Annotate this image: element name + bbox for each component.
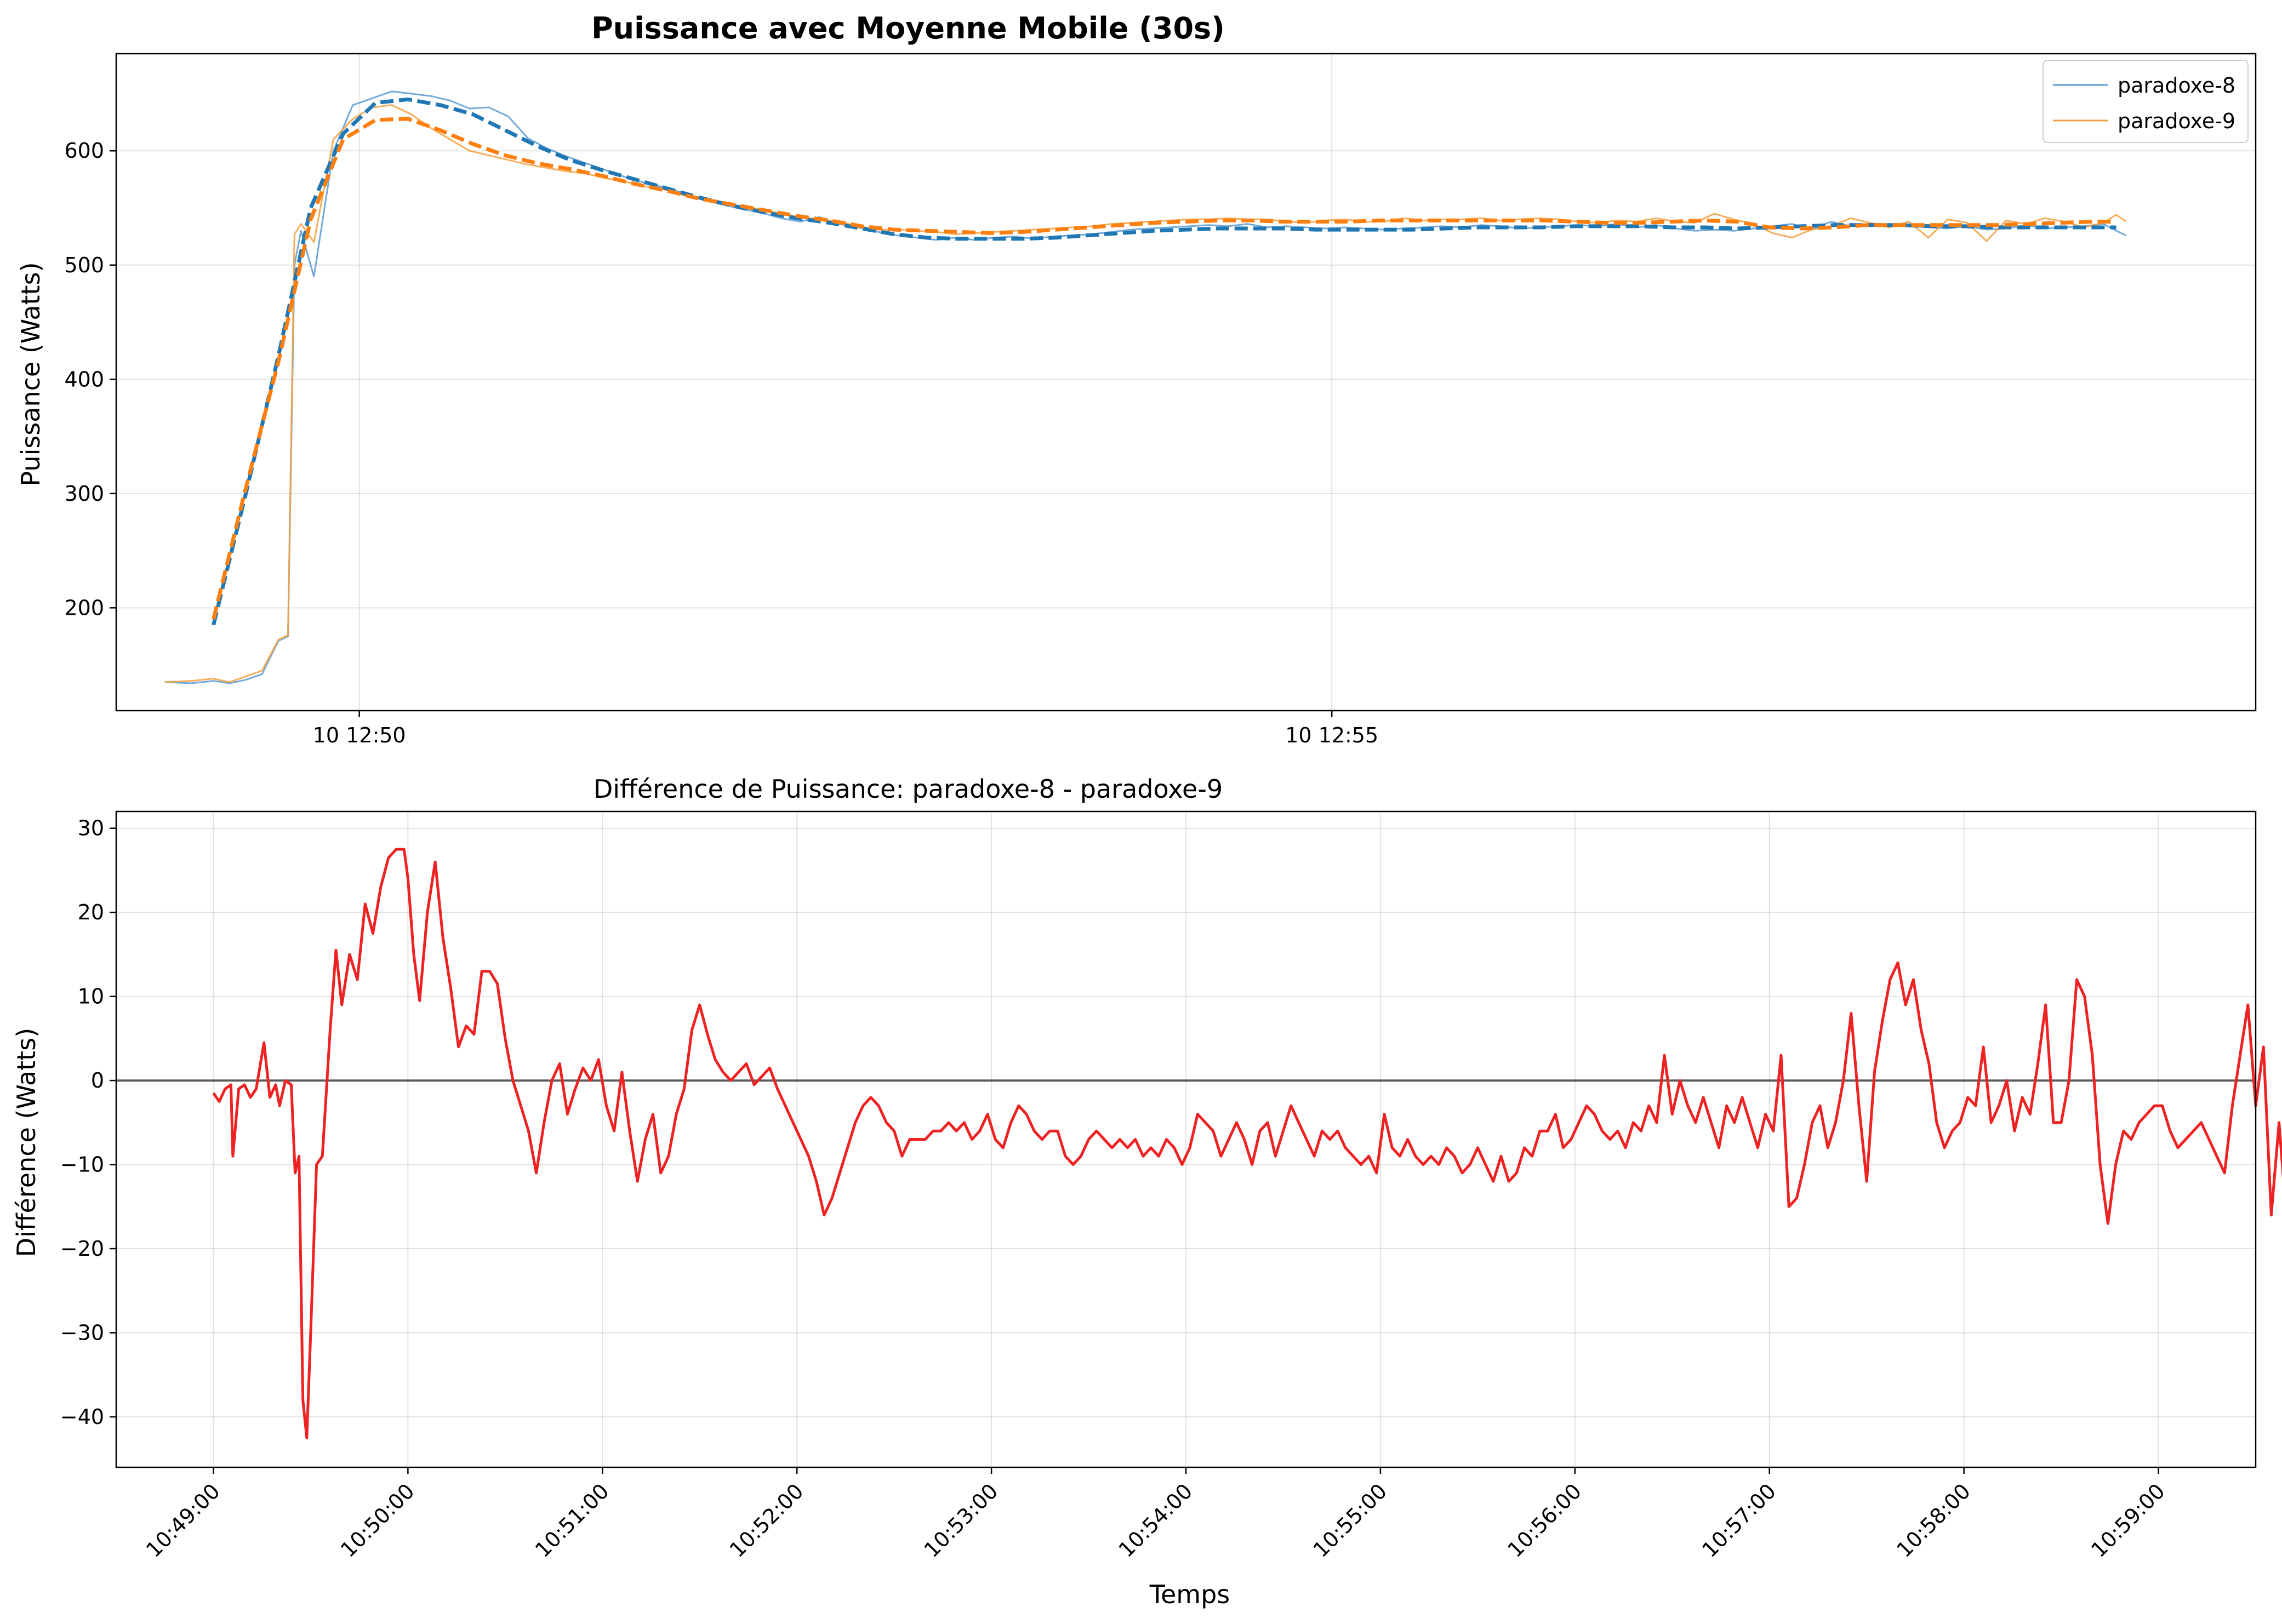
x-tick-label: 10:53:00 <box>920 1479 1003 1562</box>
y-tick-label: 400 <box>64 367 104 391</box>
y-tick-label: −20 <box>60 1237 104 1261</box>
x-tick-label: 10:54:00 <box>1114 1479 1197 1562</box>
y-tick-label: −10 <box>60 1153 104 1177</box>
power-chart: Puissance avec Moyenne Mobile (30s) Puis… <box>16 11 2257 747</box>
top-chart-legend: paradoxe-8 paradoxe-9 <box>2043 60 2249 143</box>
y-tick-label: −40 <box>60 1405 104 1429</box>
x-tick-label: 10:55:00 <box>1308 1479 1391 1562</box>
y-tick-label: 0 <box>91 1068 104 1093</box>
x-tick-label: 10:51:00 <box>530 1479 614 1562</box>
series-line-0 <box>164 90 2127 684</box>
y-tick-label: 600 <box>64 139 104 163</box>
top-chart-grid <box>116 54 2256 711</box>
top-chart-series <box>164 90 2127 684</box>
x-tick-label: 10:57:00 <box>1697 1479 1781 1562</box>
top-chart-title: Puissance avec Moyenne Mobile (30s) <box>591 11 1225 45</box>
x-tick-label: 10:50:00 <box>336 1479 419 1562</box>
top-chart-frame <box>115 53 2257 712</box>
y-tick-label: 500 <box>64 253 104 277</box>
top-chart-ticks: 200 300 400 500 600 10 12:50 10 12:55 <box>64 139 1378 747</box>
bottom-chart-series <box>116 848 2282 1439</box>
moving-average-line-2 <box>212 97 2116 626</box>
x-tick-label: 10:58:00 <box>1892 1479 1975 1562</box>
x-tick-label: 10:56:00 <box>1503 1479 1586 1562</box>
bottom-chart-title: Différence de Puissance: paradoxe-8 - pa… <box>594 774 1223 804</box>
bottom-chart-x-axis-label: Temps <box>1149 1580 1230 1609</box>
x-tick-label: 10 12:55 <box>1285 723 1378 747</box>
legend-label-paradoxe-8: paradoxe-8 <box>2118 73 2235 98</box>
moving-average-line-3 <box>212 117 2116 620</box>
top-chart-y-axis-label: Puissance (Watts) <box>16 262 45 486</box>
bottom-chart-ticks: −40 −30 −20 −10 0 10 20 30 10:49:00 10:50:00 10:51… <box>60 816 2170 1562</box>
y-tick-label: 30 <box>78 816 104 840</box>
bottom-chart-grid <box>116 811 2256 1467</box>
x-tick-label: 10 12:50 <box>313 723 406 747</box>
x-tick-label: 10:52:00 <box>725 1479 808 1562</box>
x-tick-label: 10:49:00 <box>141 1479 225 1562</box>
y-tick-label: 200 <box>64 596 104 620</box>
series-line-1 <box>164 104 2127 683</box>
y-tick-label: −30 <box>60 1320 104 1345</box>
bottom-chart-y-axis-label: Différence (Watts) <box>12 1028 41 1257</box>
y-tick-label: 10 <box>78 985 104 1009</box>
legend-box <box>2043 60 2249 143</box>
legend-label-paradoxe-9: paradoxe-9 <box>2118 109 2235 133</box>
y-tick-label: 300 <box>64 482 104 506</box>
y-tick-label: 20 <box>78 900 104 924</box>
x-tick-label: 10:59:00 <box>2086 1479 2170 1562</box>
difference-line <box>212 848 2282 1439</box>
difference-chart: Différence de Puissance: paradoxe-8 - pa… <box>12 774 2282 1609</box>
